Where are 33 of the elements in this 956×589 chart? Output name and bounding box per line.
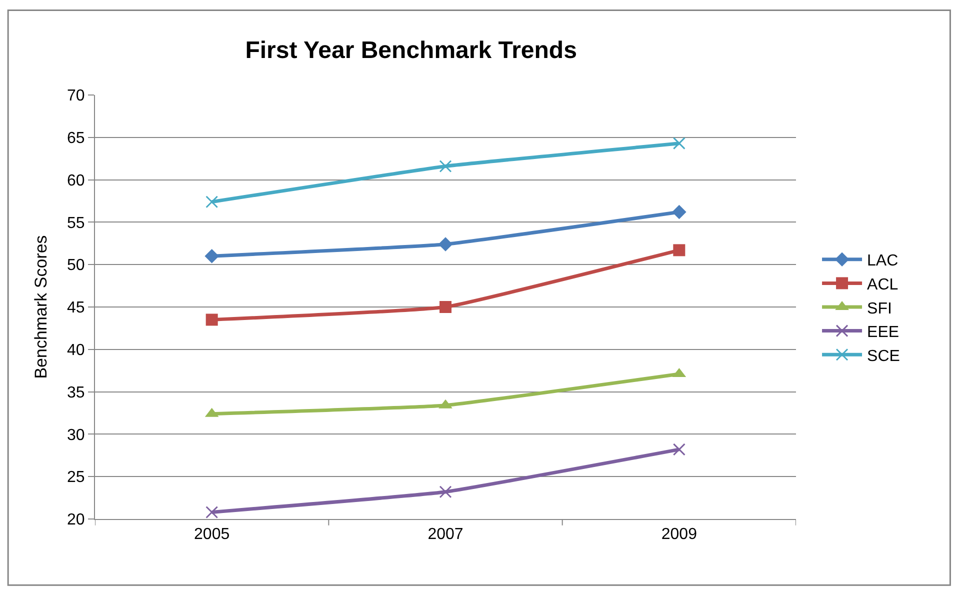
y-tick-label: 40 xyxy=(67,342,85,359)
y-tick-label: 70 xyxy=(67,88,85,105)
point xyxy=(206,314,218,326)
point xyxy=(438,237,453,252)
y-tick-label: 20 xyxy=(67,512,85,529)
x-tick-label: 2009 xyxy=(661,526,698,544)
point xyxy=(439,486,452,498)
legend-label: LAC xyxy=(867,252,898,270)
y-tick-label: 60 xyxy=(67,172,85,190)
legend-label: EEE xyxy=(867,324,900,342)
point xyxy=(206,506,218,518)
point xyxy=(439,160,452,172)
point xyxy=(672,204,686,220)
x-tick-label: 2005 xyxy=(194,526,230,544)
y-tick-label: 50 xyxy=(67,257,85,274)
y-tick-label: 35 xyxy=(67,384,85,402)
chart-title: First Year Benchmark Trends xyxy=(245,37,577,64)
point xyxy=(672,443,686,456)
point xyxy=(204,248,219,264)
y-tick-label: 65 xyxy=(67,130,85,147)
point xyxy=(673,244,686,256)
y-tick-label: 55 xyxy=(67,214,85,232)
y-tick-label: 25 xyxy=(67,469,85,486)
legend-label: ACL xyxy=(867,276,898,294)
legend-label: SCE xyxy=(867,348,900,365)
y-tick-label: 30 xyxy=(67,426,85,444)
x-tick-label: 2007 xyxy=(428,526,464,544)
point xyxy=(440,301,452,313)
point xyxy=(206,196,218,208)
legend-label: SFI xyxy=(867,300,892,318)
point xyxy=(672,137,686,150)
y-axis-title: Benchmark Scores xyxy=(32,235,51,379)
y-tick-label: 45 xyxy=(67,300,85,317)
